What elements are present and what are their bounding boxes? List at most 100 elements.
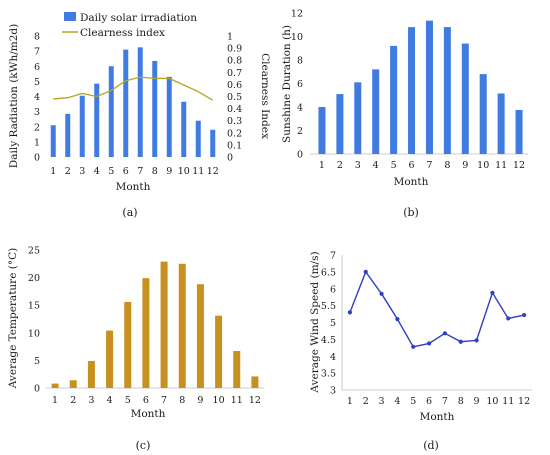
panel-b-y-tick-label: 6 <box>297 79 303 90</box>
panel-c-bar <box>51 383 59 388</box>
panel-a-y2-tick-label: 0.5 <box>227 92 242 103</box>
panel-d-point <box>442 331 448 336</box>
panel-d-x-ticks: 1 2 3 4 5 6 7 8 9 10 11 12 <box>347 396 530 407</box>
panel-a-bar <box>210 129 216 157</box>
panel-c-x-tick-label: 8 <box>179 395 185 406</box>
panel-a-x-tick-label: 2 <box>65 166 71 177</box>
panel-d-x-tick-label: 6 <box>426 396 432 407</box>
panel-c-bar <box>124 301 132 388</box>
panel-a-y2label: Clearness Index <box>259 53 271 139</box>
panel-b-y-tick-label: 2 <box>297 126 303 137</box>
panel-d-point <box>395 317 400 322</box>
panel-b-bar <box>443 27 451 155</box>
panel-c-x-tick-label: 10 <box>213 395 225 406</box>
panel-c-x-tick-label: 12 <box>249 395 261 406</box>
panel-c-bar <box>178 263 186 388</box>
panel-b-bar <box>372 69 380 154</box>
panel-a-bar <box>181 101 187 157</box>
panel-a-x-tick-label: 3 <box>79 166 85 177</box>
panel-b-x-tick-label: 4 <box>373 160 379 171</box>
panel-a-bar <box>166 76 172 157</box>
panel-c-bar <box>142 278 150 388</box>
panel-d-y-tick-label: 3 <box>330 386 336 397</box>
panel-c-x-tick-label: 1 <box>52 395 58 406</box>
panel-d-point <box>379 291 384 296</box>
panel-c-bar <box>215 315 223 388</box>
panel-d-y-tick-label: 5 <box>330 318 336 329</box>
panel-b-x-tick-label: 7 <box>426 160 432 171</box>
panel-d-x-tick-label: 1 <box>347 396 353 407</box>
panel-a-x-tick-label: 12 <box>207 166 219 177</box>
panel-b-bar <box>515 109 523 154</box>
panel-a-bar <box>137 47 143 157</box>
panel-b-bars <box>318 20 523 155</box>
panel-d-y-tick-label: 6.5 <box>321 267 336 278</box>
panel-a-bar <box>152 60 158 157</box>
panel-d-y-tick-label: 6 <box>330 284 336 295</box>
panel-c-bar <box>251 376 259 388</box>
panel-b-x-tick-label: 2 <box>337 160 343 171</box>
panel-a-caption: (a) <box>122 206 137 219</box>
panel-d-x-tick-label: 4 <box>394 396 400 407</box>
panel-a-y-tick-label: 8 <box>34 32 40 43</box>
panel-a-x-ticks: 1 2 3 4 5 6 7 8 9 10 11 12 <box>50 166 219 177</box>
panel-b-x-tick-label: 6 <box>409 160 415 171</box>
panel-b-xlabel: Month <box>394 176 429 188</box>
panel-b-x-tick-label: 9 <box>462 160 468 171</box>
panel-a-bars <box>50 47 216 157</box>
panel-c-x-tick-label: 7 <box>161 395 167 406</box>
panel-c-bar <box>87 360 95 388</box>
panel-b-y-tick-label: 12 <box>291 9 303 20</box>
panel-b-bar <box>425 20 433 155</box>
panel-a-y2-tick-label: 0.4 <box>227 104 242 115</box>
panel-c-x-tick-label: 3 <box>88 395 94 406</box>
panel-c-x-ticks: 1 2 3 4 5 6 7 8 9 10 11 12 <box>52 395 261 406</box>
panel-b-bar <box>479 74 487 154</box>
panel-d-xlabel: Month <box>420 411 455 423</box>
panel-a-y-tick-label: 5 <box>34 77 40 88</box>
panel-c-x-tick-label: 6 <box>143 395 149 406</box>
panel-b-bar <box>354 82 362 154</box>
panel-d-point <box>506 316 511 321</box>
panel-b-x-tick-label: 1 <box>319 160 325 171</box>
panel-a-x-tick-label: 8 <box>152 166 158 177</box>
panel-a-x-tick-label: 7 <box>137 166 143 177</box>
panel-c-x-tick-label: 2 <box>70 395 76 406</box>
panel-a-x-tick-label: 9 <box>166 166 172 177</box>
panel-a-y2-tick-label: 0.2 <box>227 128 242 139</box>
panel-d-points <box>347 269 527 349</box>
panel-d-y-ticks: 3 3.5 4 4.5 5 5.5 6 6.5 7 <box>321 251 336 397</box>
panel-d-x-tick-label: 9 <box>474 396 480 407</box>
panel-a-y-tick-label: 4 <box>34 92 40 103</box>
panel-d-point <box>521 312 527 318</box>
panel-b-x-tick-label: 11 <box>495 160 507 171</box>
panel-b-x-tick-label: 5 <box>391 160 397 171</box>
panel-c-y-tick-label: 20 <box>28 273 40 284</box>
panel-b-caption: (b) <box>403 206 419 219</box>
panel-d-x-tick-label: 2 <box>363 396 369 407</box>
panel-d-x-tick-label: 7 <box>442 396 448 407</box>
panel-a-y2-tick-label: 0 <box>227 153 233 164</box>
panel-b-y-ticks: 0 2 4 6 8 10 12 <box>291 9 303 161</box>
panel-d-x-tick-label: 3 <box>379 396 385 407</box>
panel-d-x-tick-label: 8 <box>458 396 464 407</box>
panel-a-y-ticks: 0 1 2 3 4 5 6 7 8 <box>34 32 40 164</box>
panel-a-x-tick-label: 1 <box>50 166 56 177</box>
panel-b-ylabel: Sunshine Duration (h) <box>281 25 293 143</box>
panel-a-x-tick-label: 11 <box>192 166 204 177</box>
panel-c-bar <box>69 380 77 388</box>
panel-d-y-tick-label: 4.5 <box>321 335 336 346</box>
panel-c-y-tick-label: 10 <box>28 328 40 339</box>
panel-d-point <box>458 339 463 344</box>
panel-a-bar <box>94 83 100 157</box>
panel-c-bars <box>51 261 259 388</box>
panel-a-x-tick-label: 4 <box>94 166 100 177</box>
panel-a-clearness-line <box>53 76 214 101</box>
panel-a-y-tick-label: 1 <box>34 137 40 148</box>
panel-b-bar <box>390 45 398 154</box>
panel-c-x-tick-label: 5 <box>125 395 131 406</box>
panel-b-x-tick-label: 3 <box>355 160 361 171</box>
